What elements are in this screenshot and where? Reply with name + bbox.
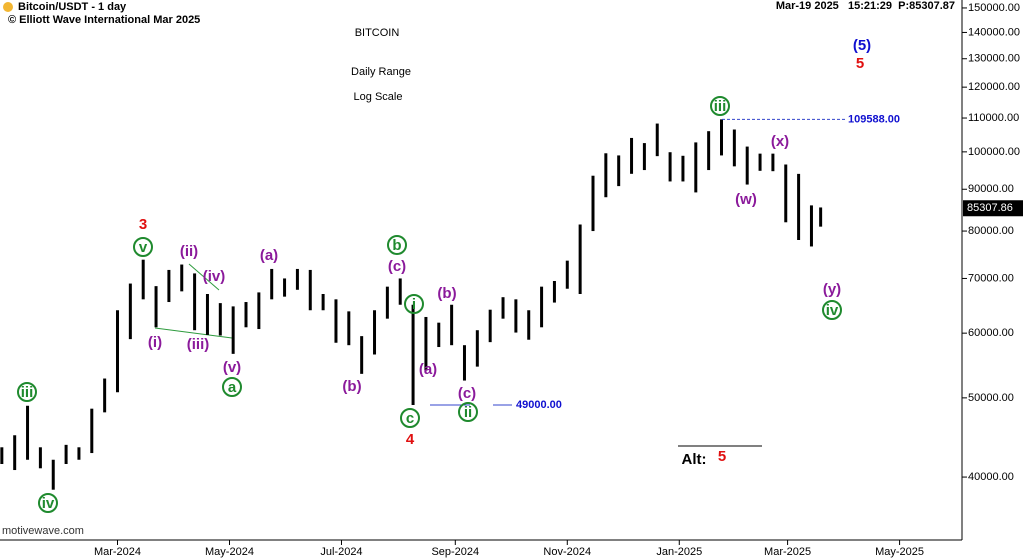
subtitle: Log Scale <box>354 91 403 103</box>
y-tick-label: 70000.00 <box>968 272 1014 284</box>
wave-label: 5 <box>856 55 864 72</box>
source: motivewave.com <box>2 525 84 537</box>
wave-label: (a) <box>260 247 278 264</box>
price-tag-label: 85307.86 <box>967 202 1013 214</box>
wave-label: (x) <box>771 133 789 150</box>
y-tick-label: 50000.00 <box>968 392 1014 404</box>
wave-label: c <box>406 410 414 427</box>
wave-label: iv <box>826 302 839 319</box>
wave-label: 5 <box>718 448 726 465</box>
y-tick-label: 100000.00 <box>968 146 1020 158</box>
wave-label: (iii) <box>187 336 210 353</box>
subtitle: Daily Range <box>351 66 411 78</box>
wave-circle <box>400 408 420 428</box>
y-tick-label: 60000.00 <box>968 327 1014 339</box>
wave-circle <box>222 377 242 397</box>
y-tick-label: 110000.00 <box>968 112 1019 124</box>
x-tick-label: Jan-2025 <box>656 546 702 558</box>
wave-circle <box>458 402 478 422</box>
trend-line <box>154 327 233 339</box>
y-tick-label: 150000.00 <box>968 2 1020 14</box>
x-tick-label: Jul-2024 <box>320 546 362 558</box>
wave-label: (v) <box>223 359 241 376</box>
header: Bitcoin/USDT - 1 day <box>18 1 127 13</box>
wave-label: iii <box>714 98 727 115</box>
level-label: 49000.00 <box>516 399 562 411</box>
y-tick-label: 140000.00 <box>968 26 1020 38</box>
wave-circle <box>710 96 730 116</box>
x-tick-label: Sep-2024 <box>431 546 479 558</box>
wave-circle <box>38 493 58 513</box>
timestamp: Mar-19 2025 15:21:29 P:85307.87 <box>776 0 955 12</box>
y-tick-label: 90000.00 <box>968 183 1014 195</box>
wave-label: (c) <box>388 258 406 275</box>
y-tick-label: 130000.00 <box>968 53 1020 65</box>
trend-line <box>188 263 220 291</box>
chart-title: BITCOIN <box>355 27 400 39</box>
wave-label: (iv) <box>203 268 226 285</box>
wave-label: (a) <box>419 361 437 378</box>
wave-label: 4 <box>406 431 415 448</box>
wave-circle <box>822 300 842 320</box>
status-dot <box>3 2 13 12</box>
wave-label: (i) <box>148 334 162 351</box>
wave-label: iii <box>21 384 34 401</box>
y-tick-label: 80000.00 <box>968 225 1014 237</box>
wave-label: iv <box>42 495 55 512</box>
y-tick-label: 120000.00 <box>968 81 1020 93</box>
wave-label: (c) <box>458 385 476 402</box>
wave-label: (5) <box>853 37 871 54</box>
wave-label: 3 <box>139 216 147 233</box>
wave-label: (b) <box>437 285 456 302</box>
x-tick-label: Mar-2025 <box>764 546 811 558</box>
wave-label: a <box>228 379 237 396</box>
wave-label: (ii) <box>180 243 198 260</box>
x-tick-label: Nov-2024 <box>543 546 591 558</box>
price-tag <box>963 200 1023 217</box>
wave-label: (y) <box>823 281 841 298</box>
wave-circle <box>387 235 407 255</box>
wave-label: b <box>392 237 401 254</box>
wave-circle <box>404 294 424 314</box>
wave-label: ii <box>464 404 472 421</box>
x-tick-label: May-2025 <box>875 546 924 558</box>
wave-circle <box>17 382 37 402</box>
wave-label: v <box>139 239 148 256</box>
x-tick-label: Mar-2024 <box>94 546 141 558</box>
level-label: 109588.00 <box>848 113 900 125</box>
wave-label: (w) <box>735 191 757 208</box>
y-tick-label: 40000.00 <box>968 471 1014 483</box>
wave-label: Alt: <box>682 451 707 468</box>
x-tick-label: May-2024 <box>205 546 254 558</box>
wave-label: i <box>412 296 416 313</box>
copyright: © Elliott Wave International Mar 2025 <box>8 14 200 26</box>
wave-label: (b) <box>342 378 361 395</box>
wave-circle <box>133 237 153 257</box>
